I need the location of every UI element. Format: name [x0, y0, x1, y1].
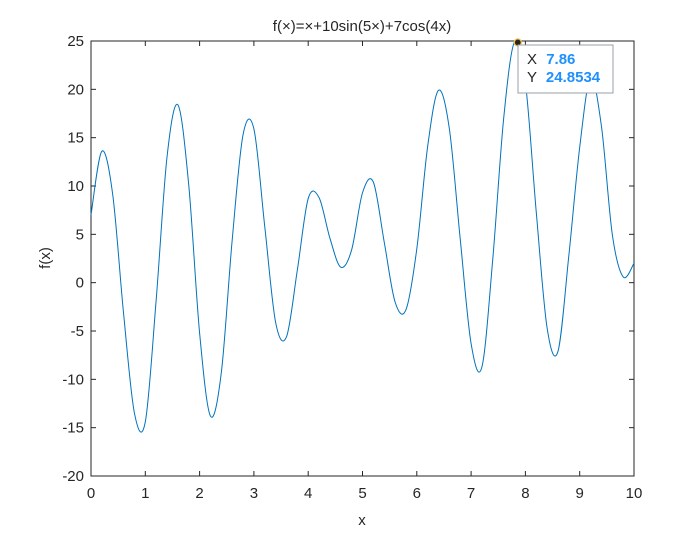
y-tick-label: -15: [62, 420, 84, 437]
x-tick-label: 9: [576, 485, 584, 502]
y-tick-label: 20: [67, 81, 84, 98]
datatip-y-value: 24.8534: [546, 69, 601, 86]
series-layer: [90, 40, 635, 433]
y-tick-label: 25: [67, 33, 84, 50]
y-axis-label: f(x): [37, 247, 54, 269]
series-line[interactable]: [90, 40, 635, 433]
x-tick-label: 5: [358, 485, 366, 502]
x-tick-label: 7: [467, 485, 475, 502]
y-tick-label: -20: [62, 468, 84, 485]
x-axis-label: x: [358, 512, 366, 529]
y-tick-label: -5: [71, 323, 84, 340]
y-axis-ticks: -20 -15 -10 -5 0 5 10 15 20 25: [62, 33, 634, 485]
datatip-y-row: Y 24.8534: [527, 69, 601, 86]
x-tick-label: 0: [87, 485, 95, 502]
y-tick-label: 0: [76, 275, 84, 292]
x-axis-ticks: 0 1 2 3 4 5 6 7 8 9 10: [87, 41, 643, 502]
x-tick-label: 10: [626, 485, 643, 502]
datatip-x-row: X 7.86: [527, 51, 575, 68]
datatip-x-label: X: [527, 51, 537, 68]
datatip-y-label: Y: [527, 69, 537, 86]
y-tick-label: 10: [67, 178, 84, 195]
datatip-box: [517, 44, 614, 94]
x-tick-label: 4: [304, 485, 312, 502]
x-tick-label: 6: [413, 485, 421, 502]
x-tick-label: 2: [195, 485, 203, 502]
x-tick-label: 3: [250, 485, 258, 502]
x-tick-label: 8: [521, 485, 529, 502]
chart-title: f(×)=×+10sin(5×)+7cos(4x): [273, 18, 451, 35]
y-tick-label: 15: [67, 130, 84, 147]
plot-area: [90, 40, 635, 477]
y-tick-label: -10: [62, 371, 84, 388]
datatip-x-value: 7.86: [546, 51, 575, 68]
datatip[interactable]: X 7.86 Y 24.8534: [513, 38, 614, 94]
x-tick-label: 1: [141, 485, 149, 502]
y-tick-label: 5: [76, 226, 84, 243]
